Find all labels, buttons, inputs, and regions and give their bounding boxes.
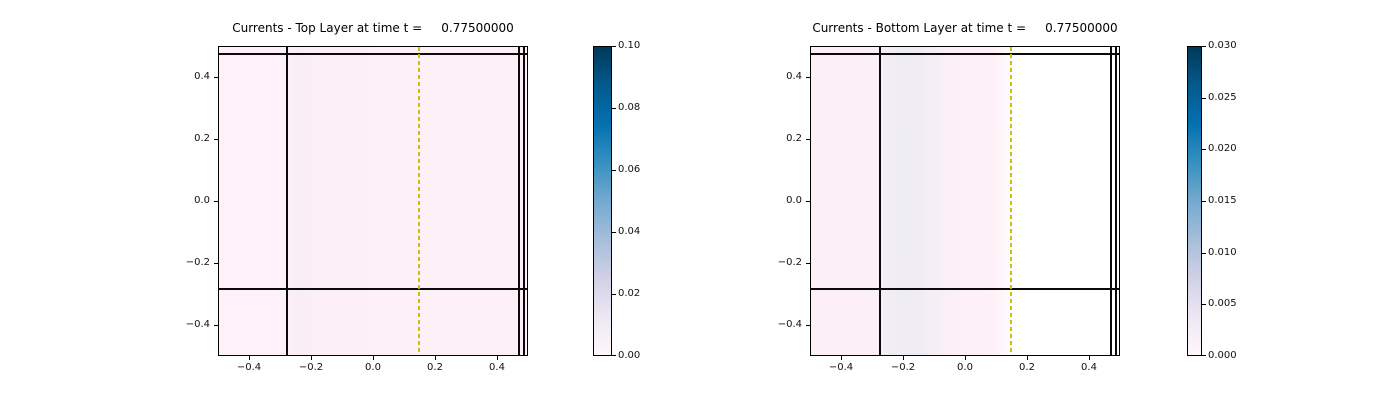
y-tick <box>806 325 810 326</box>
block-boundary-vline-right2 <box>1115 47 1117 355</box>
block-boundary-hline-mid <box>811 288 1119 290</box>
y-tick-label: 0.4 <box>786 71 802 82</box>
x-tick-label: −0.4 <box>236 362 262 373</box>
colorbar-tick <box>1202 253 1206 254</box>
x-tick-label: 0.2 <box>427 362 443 373</box>
y-tick <box>214 139 218 140</box>
y-tick-label: 0.0 <box>194 195 210 206</box>
x-tick-label: 0.4 <box>489 362 505 373</box>
top-layer-colorbar <box>593 46 612 356</box>
colorbar-tick <box>612 108 616 109</box>
x-tick <box>249 356 250 360</box>
y-tick <box>806 139 810 140</box>
x-tick <box>373 356 374 360</box>
x-tick <box>903 356 904 360</box>
y-tick-label: 0.4 <box>194 71 210 82</box>
colorbar-tick <box>1202 355 1206 356</box>
y-tick <box>214 77 218 78</box>
x-tick-label: 0.4 <box>1081 362 1097 373</box>
x-tick-label: −0.2 <box>298 362 324 373</box>
colorbar-tick <box>612 294 616 295</box>
colorbar-tick <box>1202 98 1206 99</box>
dashed-marker-line <box>1010 47 1012 355</box>
x-tick-label: 0.0 <box>957 362 973 373</box>
x-tick-label: −0.2 <box>890 362 916 373</box>
colorbar-tick-label: 0.02 <box>618 288 641 299</box>
colorbar-tick-label: 0.020 <box>1208 143 1237 154</box>
x-tick <box>1089 356 1090 360</box>
x-tick <box>841 356 842 360</box>
colorbar-tick <box>1202 46 1206 47</box>
colorbar-tick-label: 0.04 <box>618 226 641 237</box>
x-tick <box>1027 356 1028 360</box>
block-boundary-hline-top <box>811 53 1119 55</box>
colorbar-tick <box>1202 201 1206 202</box>
y-tick-label: 0.2 <box>786 133 802 144</box>
bottom-layer-title: Currents - Bottom Layer at time t = 0.77… <box>812 21 1118 35</box>
block-boundary-vline-left <box>879 47 881 355</box>
x-tick <box>311 356 312 360</box>
y-tick-label: −0.2 <box>777 257 802 268</box>
colorbar-tick-label: 0.10 <box>618 40 641 51</box>
colorbar-tick <box>612 46 616 47</box>
colorbar-tick-label: 0.010 <box>1208 247 1237 258</box>
dashed-marker-line <box>418 47 420 355</box>
top-layer-heatmap <box>218 46 528 356</box>
y-tick <box>214 325 218 326</box>
top-layer-field <box>219 47 527 355</box>
top-layer-title: Currents - Top Layer at time t = 0.77500… <box>232 21 514 35</box>
bottom-layer-heatmap <box>810 46 1120 356</box>
bottom-layer-field <box>811 47 1119 355</box>
x-tick-label: 0.2 <box>1019 362 1035 373</box>
colorbar-tick-label: 0.06 <box>618 164 641 175</box>
colorbar-tick <box>612 170 616 171</box>
block-boundary-vline-right1 <box>1110 47 1112 355</box>
x-tick-label: −0.4 <box>828 362 854 373</box>
x-tick-label: 0.0 <box>365 362 381 373</box>
colorbar-tick <box>1202 304 1206 305</box>
bottom-layer-colorbar <box>1187 46 1202 356</box>
y-tick <box>214 263 218 264</box>
colorbar-tick-label: 0.000 <box>1208 350 1237 361</box>
colorbar-tick <box>612 355 616 356</box>
y-tick-label: 0.0 <box>786 195 802 206</box>
colorbar-tick-label: 0.030 <box>1208 40 1237 51</box>
colorbar-tick-label: 0.08 <box>618 102 641 113</box>
block-boundary-hline-top <box>219 53 527 55</box>
block-boundary-vline-right2 <box>523 47 525 355</box>
colorbar-tick-label: 0.015 <box>1208 195 1237 206</box>
x-tick <box>435 356 436 360</box>
y-tick <box>806 201 810 202</box>
y-tick-label: −0.2 <box>185 257 210 268</box>
x-tick <box>965 356 966 360</box>
y-tick-label: −0.4 <box>185 319 210 330</box>
colorbar-tick-label: 0.005 <box>1208 298 1237 309</box>
colorbar-tick <box>1202 149 1206 150</box>
colorbar-tick <box>612 232 616 233</box>
y-tick-label: −0.4 <box>777 319 802 330</box>
block-boundary-hline-mid <box>219 288 527 290</box>
colorbar-tick-label: 0.00 <box>618 350 641 361</box>
block-boundary-vline-left <box>286 47 288 355</box>
y-tick <box>806 77 810 78</box>
y-tick <box>806 263 810 264</box>
y-tick-label: 0.2 <box>194 133 210 144</box>
block-boundary-vline-right1 <box>518 47 520 355</box>
colorbar-tick-label: 0.025 <box>1208 92 1237 103</box>
y-tick <box>214 201 218 202</box>
x-tick <box>497 356 498 360</box>
